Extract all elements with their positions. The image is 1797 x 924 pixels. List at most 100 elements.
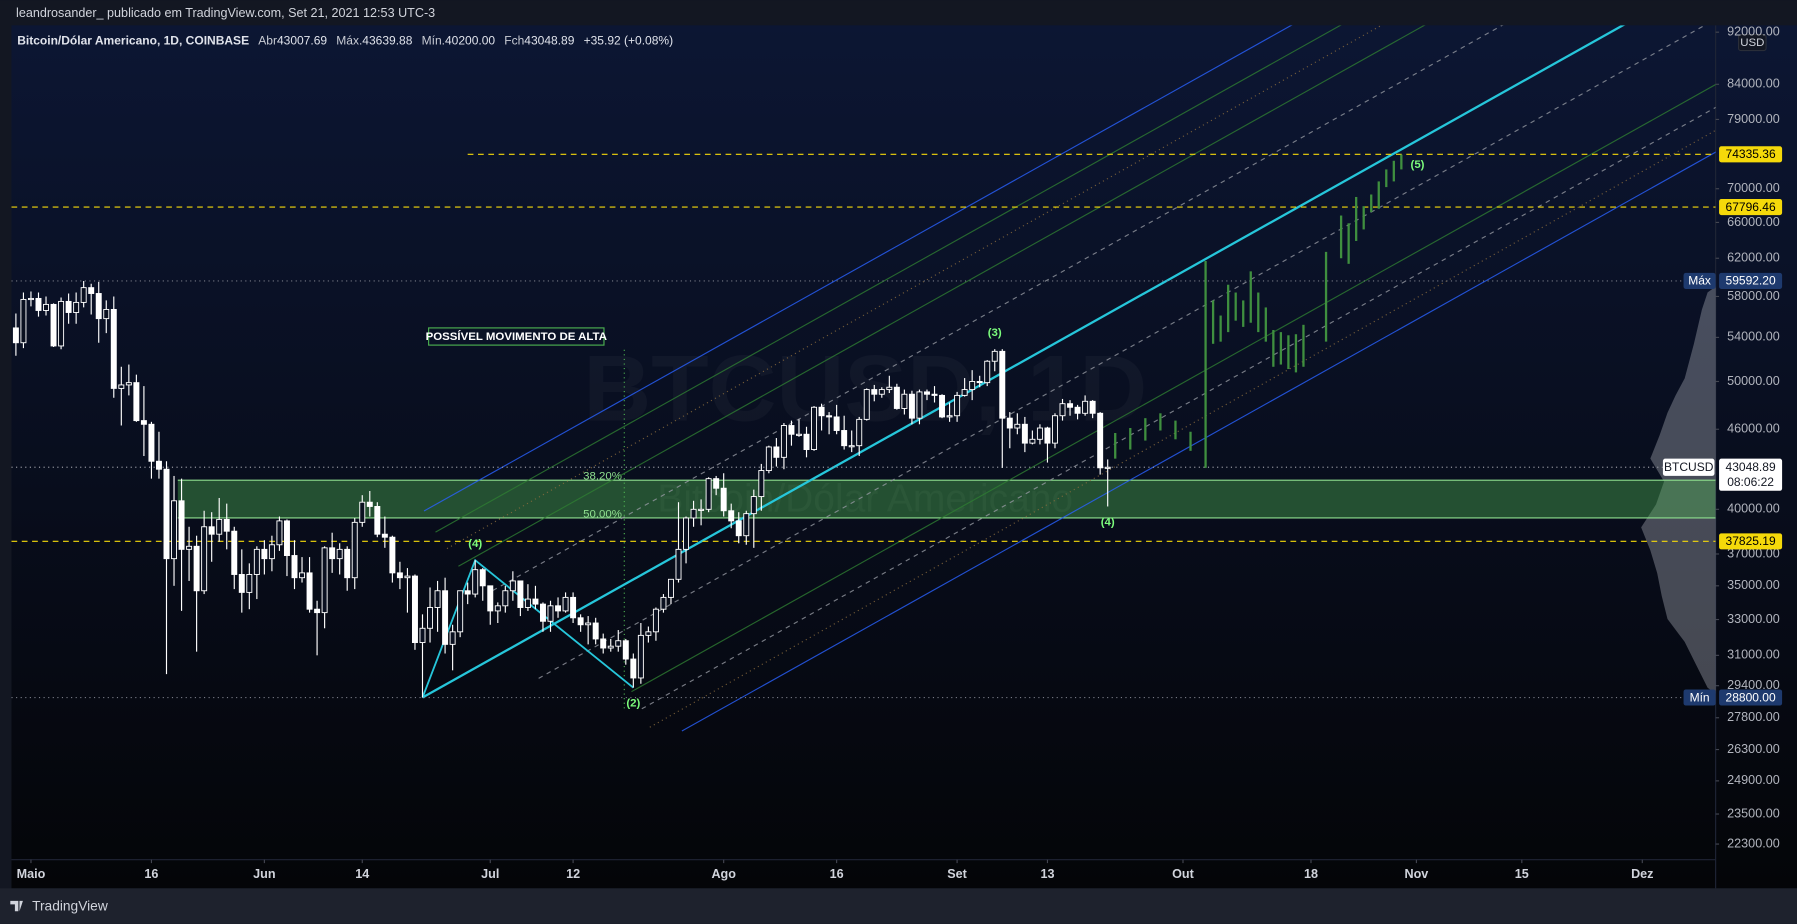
y-tick-label: 46000.00: [1727, 422, 1780, 436]
candle-body: [524, 598, 531, 608]
y-tick-label: 29400.00: [1727, 678, 1780, 692]
y-tick-label: 40000.00: [1727, 502, 1780, 516]
y-tick-label: 50000.00: [1727, 374, 1780, 388]
candle-body: [193, 545, 200, 592]
level-tag-label: 59592.20: [1726, 274, 1776, 288]
last-price-tag: [1719, 458, 1783, 491]
candle-body: [871, 389, 878, 395]
candle-body: [555, 605, 562, 612]
legend-low-label: Mín.: [422, 34, 445, 48]
channel-line: [435, 25, 1342, 533]
candle-body: [991, 350, 998, 362]
x-tick-label: Maio: [17, 867, 46, 881]
candle-body: [299, 572, 306, 579]
fib-label: 38.20%: [583, 471, 622, 483]
channel-line: [641, 106, 1716, 710]
candle-body: [901, 393, 908, 409]
candle-body: [238, 574, 245, 593]
candle-body: [449, 631, 456, 645]
candle-body: [201, 526, 208, 592]
candle-body: [622, 640, 629, 660]
currency-box: [1737, 33, 1767, 52]
candle-body: [1044, 427, 1051, 444]
x-tick-label: 16: [144, 867, 158, 881]
wave-label: (2): [626, 698, 640, 710]
channel-line: [458, 25, 1426, 567]
legend-close-label: Fch: [504, 34, 524, 48]
candle-body: [1052, 415, 1058, 444]
wave-label: (4): [1101, 517, 1115, 529]
candle-body: [494, 605, 501, 612]
candle-body: [472, 569, 479, 595]
candle-body: [88, 287, 95, 294]
candle-body: [268, 544, 275, 560]
candle-body: [863, 389, 870, 420]
candle-body: [795, 433, 802, 436]
candle-body: [1067, 403, 1074, 408]
candle-body: [856, 418, 863, 447]
candle-body: [457, 590, 464, 633]
y-tick-label: 79000.00: [1727, 112, 1780, 126]
channel-line: [538, 25, 1706, 679]
candle-body: [1104, 466, 1111, 469]
candle-body: [969, 381, 976, 391]
x-tick-label: Nov: [1405, 867, 1429, 881]
x-tick-label: 12: [566, 867, 580, 881]
legend-high: 43639.88: [362, 34, 412, 48]
candle-body: [908, 393, 915, 419]
candle-body: [667, 578, 674, 598]
y-tick-label: 33000.00: [1727, 612, 1780, 626]
candle-body: [35, 297, 42, 311]
legend-low: 40200.00: [445, 34, 495, 48]
watermark-subtitle: Bitcoin/Dólar Americano: [657, 477, 1073, 520]
candle-body: [607, 645, 614, 649]
callout-box: [428, 327, 605, 346]
callout: POSSÍVEL MOVIMENTO DE ALTA: [426, 330, 607, 343]
y-tick-label: 58000.00: [1727, 289, 1780, 303]
level-tag: [1719, 533, 1783, 550]
candle-body: [65, 300, 72, 313]
candle-body: [502, 590, 509, 607]
level-tag-label: 67796.46: [1726, 200, 1776, 214]
candle-body: [73, 301, 80, 313]
candle-body: [780, 425, 787, 458]
candle-body: [939, 394, 946, 418]
candle-body: [487, 585, 494, 612]
candle-body: [750, 496, 757, 515]
x-tick-label: Out: [1172, 867, 1194, 881]
currency: USD: [1740, 37, 1764, 49]
channel-line: [423, 25, 1293, 512]
symbol: BTCUSD: [1664, 460, 1714, 474]
candle-body: [758, 470, 765, 498]
candle-body: [366, 501, 373, 507]
brand: TradingView: [32, 898, 108, 913]
level-name-tag: [1683, 272, 1716, 289]
candle-body: [886, 386, 893, 391]
candle-body: [359, 501, 366, 523]
y-tick-label: 37000.00: [1727, 546, 1780, 560]
candle-body: [389, 536, 396, 574]
countdown: 08:06:22: [1727, 475, 1774, 489]
candle-body: [630, 658, 637, 679]
candle-body: [811, 406, 818, 450]
x-tick-label: Dez: [1631, 867, 1653, 881]
y-tick-label: 92000.00: [1727, 24, 1780, 38]
candle-body: [788, 425, 795, 435]
candle-body: [148, 423, 155, 462]
x-tick-label: Jul: [481, 867, 499, 881]
candle-body: [509, 580, 516, 592]
candle-body: [765, 446, 772, 472]
candle-body: [246, 574, 253, 593]
candle-body: [283, 520, 290, 556]
candle-body: [984, 360, 991, 384]
candle-body: [186, 545, 193, 550]
candle-body: [427, 607, 434, 629]
level-name: Máx: [1688, 274, 1711, 288]
candle-body: [155, 460, 162, 470]
last-price: 43048.89: [1726, 460, 1776, 474]
x-tick-label: 13: [1040, 867, 1054, 881]
y-tick-label: 22300.00: [1727, 836, 1780, 850]
channel-line: [492, 25, 1504, 592]
candle-body: [103, 308, 110, 320]
candle-body: [291, 555, 298, 579]
